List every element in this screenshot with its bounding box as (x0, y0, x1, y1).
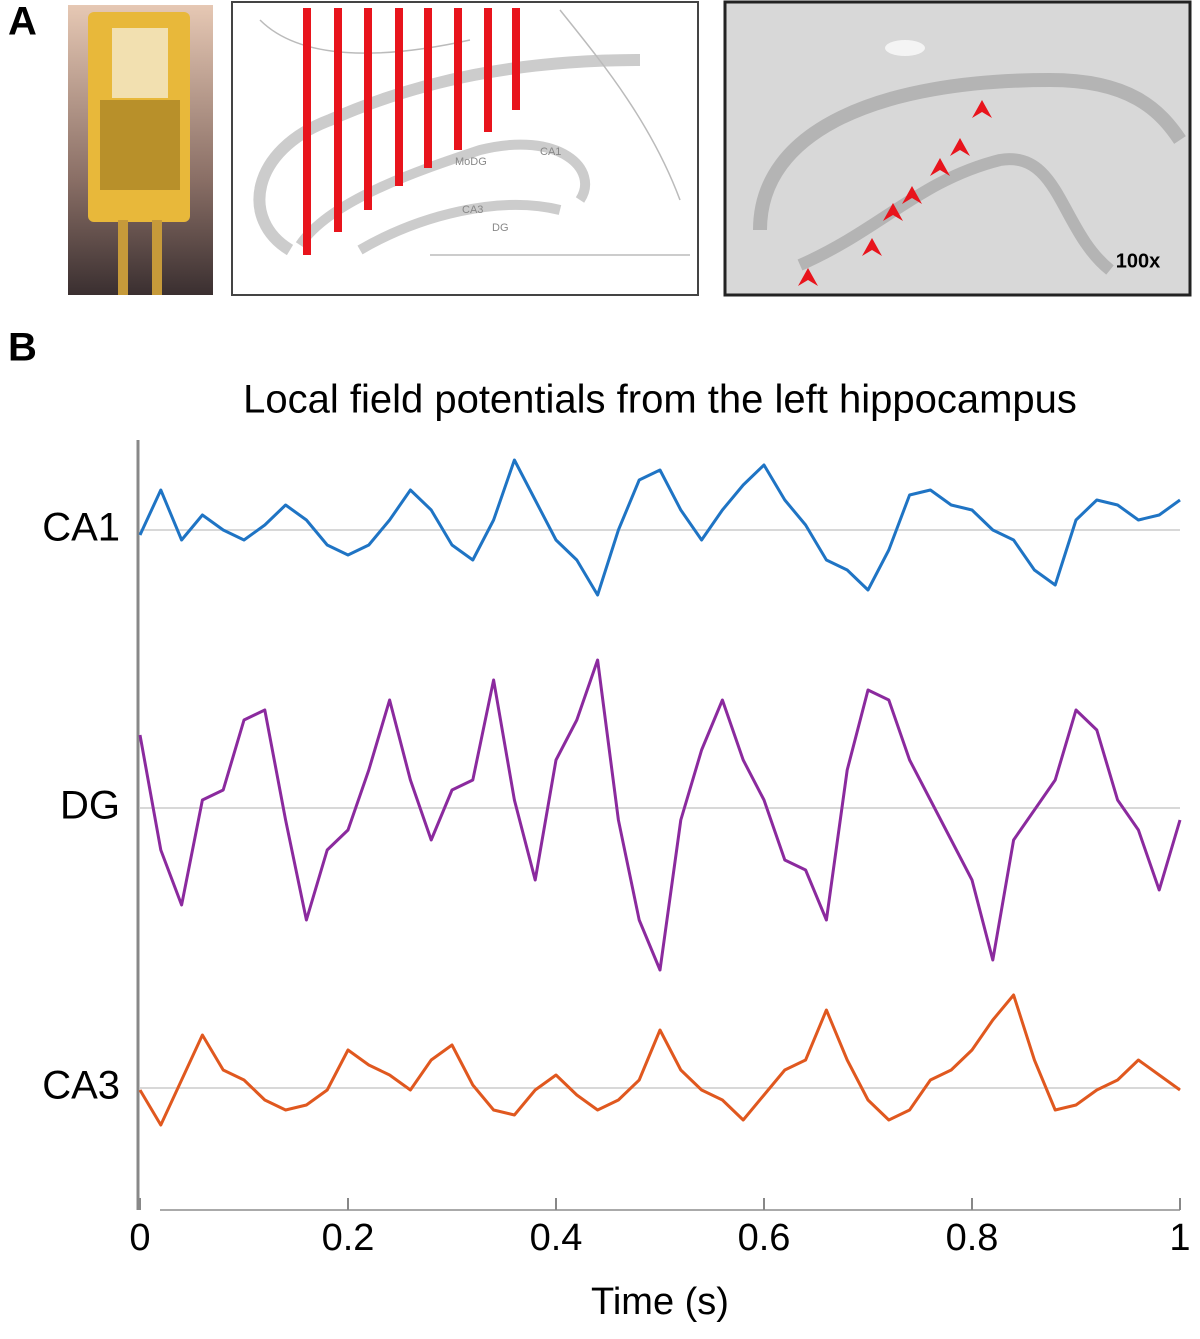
x-tick-label: 0.6 (738, 1217, 791, 1259)
atlas-label: CA1 (540, 146, 561, 158)
trace (138, 658, 1182, 972)
x-tick-label: 0 (129, 1217, 150, 1259)
panel-label: A (8, 0, 37, 44)
x-axis-label: Time (s) (591, 1281, 729, 1323)
chart-title: Local field potentials from the left hip… (243, 378, 1077, 422)
x-tick-label: 0.2 (322, 1217, 375, 1259)
y-tick-label: CA3 (42, 1064, 120, 1108)
trace (138, 458, 1181, 597)
histology-image (723, 0, 1192, 297)
x-tick-label: 0.4 (530, 1217, 583, 1259)
x-tick-label: 0.8 (946, 1217, 999, 1259)
panel-label: B (8, 326, 37, 370)
atlas-label: MoDG (455, 156, 487, 168)
y-tick-label: DG (60, 784, 120, 828)
atlas-diagram (231, 1, 699, 296)
trace (138, 993, 1181, 1127)
atlas-label: DG (492, 222, 509, 234)
atlas-label: CA3 (462, 204, 483, 216)
magnification-label: 100x (1116, 250, 1161, 272)
electrode-photo (68, 5, 213, 295)
x-tick-label: 1 (1169, 1217, 1190, 1259)
y-tick-label: CA1 (42, 506, 120, 550)
